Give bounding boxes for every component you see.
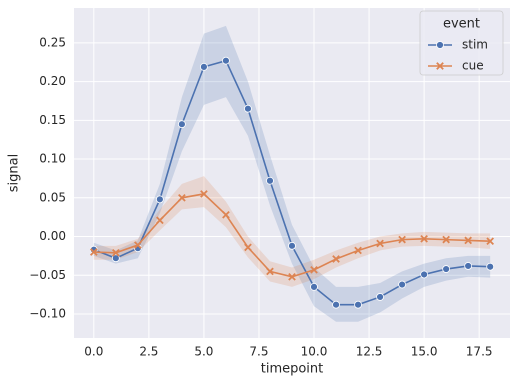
data-point (310, 282, 318, 291)
data-point (310, 265, 318, 274)
y-tick-label: 0.00 (39, 229, 66, 243)
y-tick-label: 0.20 (39, 74, 66, 88)
data-point (244, 104, 252, 113)
confidence-band (93, 25, 491, 322)
data-point (398, 280, 407, 289)
legend-marker (436, 41, 444, 49)
data-point (266, 267, 274, 276)
data-point (178, 193, 186, 202)
data-point (420, 270, 429, 279)
data-point (376, 239, 384, 248)
y-tick-label: 0.10 (39, 152, 66, 166)
data-point (464, 262, 473, 270)
data-point (354, 246, 362, 255)
legend: event stim cue (419, 10, 504, 76)
data-point (156, 216, 164, 225)
x-tick-label: 10.0 (301, 345, 328, 359)
y-tick-label: 0.25 (39, 35, 66, 49)
legend-box (419, 10, 504, 76)
data-point (244, 243, 252, 252)
y-tick-label: 0.05 (39, 190, 66, 204)
data-point (222, 210, 230, 219)
data-point (398, 235, 406, 244)
legend-marker (436, 62, 444, 70)
data-point (442, 265, 451, 273)
y-tick-label: 0.15 (39, 113, 66, 127)
data-point (266, 176, 274, 185)
data-point (442, 235, 450, 244)
data-point (288, 241, 296, 250)
y-tick-label: −0.10 (29, 306, 66, 320)
data-point (111, 254, 120, 263)
x-tick-label: 17.5 (466, 345, 493, 359)
y-axis-label: signal (7, 154, 22, 192)
x-tick-label: 12.5 (356, 345, 383, 359)
y-tick-label: −0.05 (29, 268, 66, 282)
x-tick-label: 2.5 (139, 345, 158, 359)
x-tick-label: 0.0 (84, 345, 103, 359)
legend-label: stim (462, 38, 488, 52)
x-axis-label: timepoint (261, 362, 324, 377)
data-point (420, 235, 428, 243)
data-point (354, 300, 362, 309)
x-tick-label: 15.0 (411, 345, 438, 359)
data-point (177, 120, 186, 129)
x-tick-label: 5.0 (194, 345, 213, 359)
data-point (89, 248, 98, 256)
data-point (112, 248, 120, 257)
data-point (155, 195, 164, 204)
data-point (200, 62, 208, 71)
data-point (222, 56, 230, 65)
data-point (376, 293, 384, 301)
data-point (332, 300, 340, 309)
legend-label: cue (462, 59, 484, 73)
data-point (486, 237, 495, 246)
data-point (464, 236, 472, 245)
data-point (332, 255, 340, 263)
data-point (486, 262, 495, 271)
marks (89, 25, 495, 322)
data-point (200, 190, 208, 198)
confidence-band (93, 176, 491, 287)
x-tick-label: 7.5 (249, 345, 268, 359)
data-point (288, 272, 296, 281)
legend-title: event (443, 17, 480, 32)
data-point (134, 241, 142, 249)
